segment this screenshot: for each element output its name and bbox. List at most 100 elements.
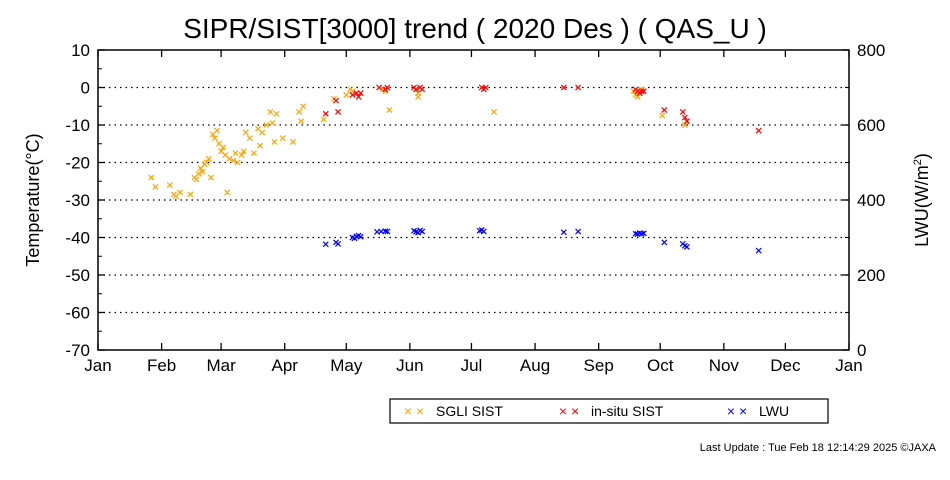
insitu-sist-point [482, 84, 489, 91]
insitu-sist-point [640, 88, 647, 95]
sgli-sist-point [382, 88, 389, 95]
x-tick-label: Dec [770, 356, 801, 375]
sgli-sist-point [203, 159, 210, 166]
insitu-sist-point [755, 127, 762, 134]
y2-tick-label: 400 [857, 191, 885, 210]
lwu-point [480, 228, 487, 235]
sgli-sist-point [300, 103, 307, 110]
last-update-text: Last Update : Tue Feb 18 12:14:29 2025 ©… [700, 442, 937, 454]
sgli-sist-point [193, 176, 200, 183]
sgli-sist-point [148, 174, 155, 181]
y-tick-label: -30 [65, 191, 90, 210]
y2-tick-label: 800 [857, 41, 885, 60]
insitu-sist-point [560, 84, 567, 91]
x-tick-label: Mar [206, 356, 236, 375]
sgli-sist-point [230, 157, 237, 164]
data-marks [148, 84, 762, 254]
insitu-sist-point [413, 86, 420, 93]
sgli-sist-point [166, 181, 173, 189]
series-sgli-sist [148, 86, 690, 200]
insitu-sist-point [335, 108, 342, 115]
sgli-sist-point [259, 129, 266, 136]
legend-label: LWU [759, 403, 789, 419]
sgli-sist-point [220, 144, 227, 151]
legend-label: SGLI SIST [436, 403, 503, 419]
sgli-sist-point [224, 189, 231, 196]
lwu-point [357, 233, 364, 240]
lwu-point [638, 230, 645, 237]
sgli-sist-point [273, 110, 280, 117]
y-tick-label: -50 [65, 266, 90, 285]
x-tick-label: Oct [647, 356, 674, 375]
sgli-sist-point [320, 116, 327, 123]
insitu-sist-point [679, 108, 686, 115]
sgli-sist-point [195, 170, 202, 177]
sgli-sist-point [279, 135, 286, 142]
sgli-sist-point [240, 148, 247, 155]
legend-marker: × × [404, 403, 424, 419]
y-tick-label: 0 [81, 79, 90, 98]
sgli-sist-point [242, 129, 249, 136]
lwu-point [560, 229, 567, 236]
x-tick-label: Jul [461, 356, 483, 375]
y-tick-label: -70 [65, 341, 90, 360]
x-tick-label: Jun [396, 356, 423, 375]
y2-axis-label: LWU(W/m2) [912, 153, 932, 247]
sgli-sist-point [226, 155, 233, 162]
sgli-sist-point [199, 168, 206, 175]
y2-tick-label: 200 [857, 266, 885, 285]
legend-marker: × × [559, 403, 579, 419]
sgli-sist-point [187, 191, 194, 198]
sgli-sist-point [267, 108, 274, 115]
sgli-sist-point [211, 135, 218, 142]
sgli-sist-point [246, 135, 253, 142]
sgli-sist-point [205, 155, 212, 162]
sgli-sist-point [490, 108, 498, 115]
y2-tick-label: 0 [857, 341, 866, 360]
x-tick-label: Aug [520, 356, 550, 375]
sgli-sist-point [298, 118, 305, 125]
legend-marker: × × [727, 403, 747, 419]
chart-title: SIPR/SIST[3000] trend ( 2020 Des ) ( QAS… [183, 13, 767, 44]
x-tick-label: Jan [84, 356, 111, 375]
sgli-sist-point [634, 93, 641, 100]
sgli-sist-point [238, 151, 245, 159]
x-tick-label: Nov [709, 356, 740, 375]
insitu-sist-point [681, 114, 688, 121]
sgli-sist-point [250, 150, 257, 157]
lwu-point [683, 243, 690, 250]
lwu-point [384, 228, 391, 235]
gridlines [98, 86, 849, 314]
lwu-point [322, 241, 329, 248]
sgli-sist-point [343, 91, 350, 99]
y-tick-label: -20 [65, 154, 90, 173]
sgli-sist-point [263, 121, 270, 129]
lwu-point [640, 230, 647, 237]
x-tick-label: Jan [835, 356, 862, 375]
series-insitu-sist [322, 84, 762, 134]
lwu-point [575, 228, 582, 235]
insitu-sist-point [349, 91, 356, 99]
sgli-sist-point [296, 108, 303, 115]
sgli-sist-point [659, 112, 666, 119]
x-tick-label: May [330, 356, 363, 375]
insitu-sist-point [575, 84, 582, 91]
sgli-sist-point [257, 142, 264, 149]
y-tick-label: -40 [65, 229, 90, 248]
insitu-sist-point [683, 118, 690, 125]
sgli-sist-point [232, 150, 239, 157]
sgli-sist-point [269, 120, 276, 127]
x-tick-label: Apr [271, 356, 298, 375]
insitu-sist-point [661, 106, 668, 114]
sgli-sist-point [152, 183, 159, 190]
legend-label: in-situ SIST [591, 403, 664, 419]
right-axis: 800 600 400 200 0 [842, 41, 885, 360]
legend: × × SGLI SIST × × in-situ SIST × × LWU [404, 403, 789, 419]
sgli-sist-point [386, 106, 393, 114]
sgli-sist-point [681, 121, 688, 129]
sgli-sist-point [213, 127, 221, 134]
y-tick-label: -60 [65, 304, 90, 323]
sgli-sist-point [271, 138, 278, 145]
lwu-point [382, 228, 389, 235]
legend-box [389, 398, 829, 424]
